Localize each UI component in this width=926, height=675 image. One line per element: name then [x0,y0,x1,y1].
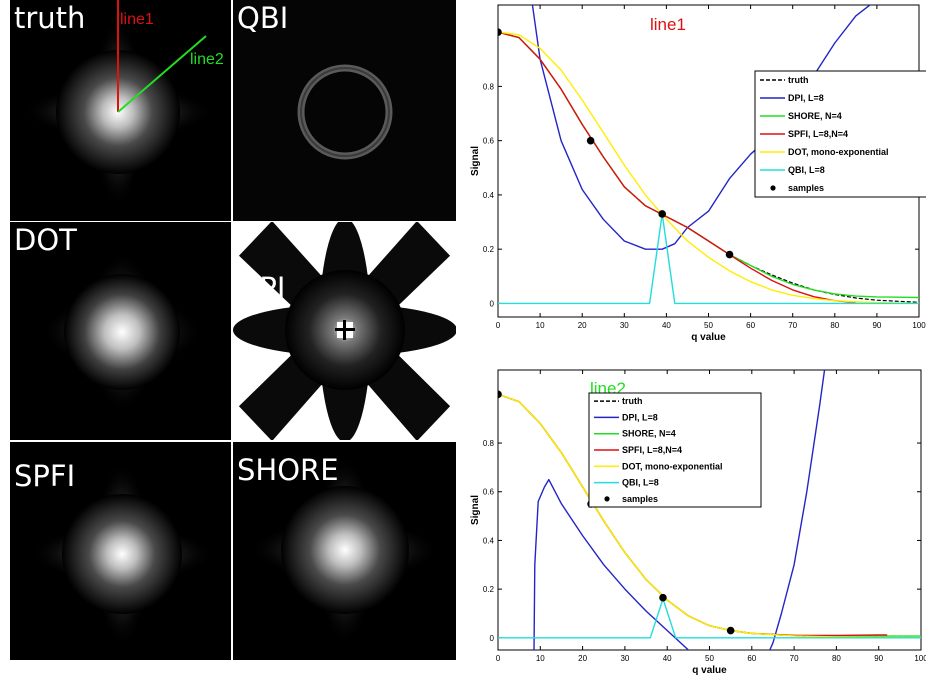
y-tick-label: 0.8 [483,82,495,91]
legend-label: QBI, L=8 [622,478,659,488]
legend-label: samples [622,494,658,504]
x-tick-label: 60 [746,321,755,330]
x-tick-label: 50 [704,321,713,330]
x-tick-label: 80 [832,654,841,663]
series-spfi-l-8-n-4 [498,31,856,304]
y-tick-label: 0.2 [483,245,495,254]
x-tick-label: 30 [620,321,629,330]
x-tick-label: 10 [536,321,545,330]
legend-label: DOT, mono-exponential [622,461,723,471]
x-tick-label: 90 [872,321,881,330]
y-tick-label: 0.4 [483,191,495,200]
dpi-image-graphic [233,222,456,440]
y-tick-label: 0.8 [483,439,495,448]
legend-swatch-samples [604,496,610,502]
legend: truth DPI, L=8 SHORE, N=4 SPFI, L=8,N=4 DOT,… [754,70,926,198]
x-tick-label: 60 [747,654,756,663]
x-tick-label: 50 [705,654,714,663]
y-axis-label: Signal [470,495,481,525]
legend-label: DOT, mono-exponential [788,147,889,157]
shore-image-graphic [250,455,440,645]
legend-swatch-samples [770,185,776,191]
y-axis-label: Signal [470,146,481,176]
x-tick-label: 80 [830,321,839,330]
sample-point [586,136,595,145]
legend-label: QBI, L=8 [788,165,825,175]
x-tick-label: 100 [912,321,926,330]
series-dot-mono-exponential [498,393,921,639]
truth-image-graphic: line1 line2 [23,0,224,207]
legend-label: DPI, L=8 [788,93,824,103]
dot-image-graphic [42,252,202,412]
chart-title: line1 [650,15,686,34]
x-axis-label: q value [691,332,726,343]
x-tick-label: 20 [578,321,587,330]
sample-point [658,210,666,218]
legend-label: SPFI, L=8,N=4 [788,129,848,139]
panel-label-spfi: SPFI [14,459,76,493]
x-axis-label: q value [692,665,727,675]
line2-marker [117,35,207,113]
series-dot-mono-exponential [498,31,919,304]
legend-label: DPI, L=8 [622,412,658,422]
image-dot: DOT [10,222,231,440]
x-tick-label: 10 [536,654,545,663]
line2-label: line2 [190,51,224,68]
x-tick-label: 0 [496,321,501,330]
x-tick-label: 20 [578,654,587,663]
x-tick-label: 40 [662,321,671,330]
y-tick-label: 0.6 [483,137,495,146]
y-tick-label: 0.2 [483,585,495,594]
x-tick-label: 70 [790,654,799,663]
sample-point [725,250,734,259]
legend: truth DPI, L=8 SHORE, N=4 SPFI, L=8,N=4 DOT,… [588,392,762,508]
sample-point [659,593,667,602]
y-tick-label: 0 [490,634,495,643]
panel-label-qbi: QBI [237,1,289,35]
legend-label: truth [622,396,643,406]
series-dpi-l-8 [533,478,690,650]
image-spfi: SPFI [10,442,231,660]
series-group [498,370,921,650]
sample-point [726,626,735,635]
y-tick-label: 0.4 [483,536,495,545]
x-tick-label: 0 [496,654,501,663]
y-tick-label: 0 [490,299,495,308]
legend-label: SHORE, N=4 [622,429,676,439]
sample-point [498,390,502,399]
legend-label: samples [788,183,824,193]
sample-point [498,28,502,36]
x-tick-label: 100 [914,654,926,663]
legend-label: SHORE, N=4 [788,111,842,121]
panel-label-dot: DOT [14,223,77,257]
chart-2: 0 10 20 30 40 50 60 70 80 90 100 0 0.2 0.4 0.6 0.8 q val… [470,369,926,675]
spfi-image-graphic [30,462,214,646]
series-group [498,5,919,305]
line1-label: line1 [120,11,154,28]
image-truth: line1 line2 truth [10,0,231,221]
image-qbi: QBI [233,0,456,221]
x-tick-label: 40 [663,654,672,663]
panel-label-dpi: DPI [237,271,286,305]
x-tick-label: 30 [620,654,629,663]
qbi-image-graphic [297,64,393,160]
image-shore: SHORE [233,442,456,660]
x-tick-label: 90 [874,654,883,663]
panel-label-truth: truth [14,1,86,35]
x-tick-label: 70 [788,321,797,330]
series-dpi-l-8 [531,5,872,250]
series-dpi-l-8 [769,370,826,650]
image-dpi: DPI [233,222,456,440]
legend-label: truth [788,75,809,85]
y-tick-label: 0.6 [483,488,495,497]
panel-label-shore: SHORE [237,453,339,487]
chart-1: 0 10 20 30 40 50 60 70 80 90 100 0 0.2 0.4 0.6 0.8 q val… [470,4,926,343]
legend-label: SPFI, L=8,N=4 [622,445,682,455]
